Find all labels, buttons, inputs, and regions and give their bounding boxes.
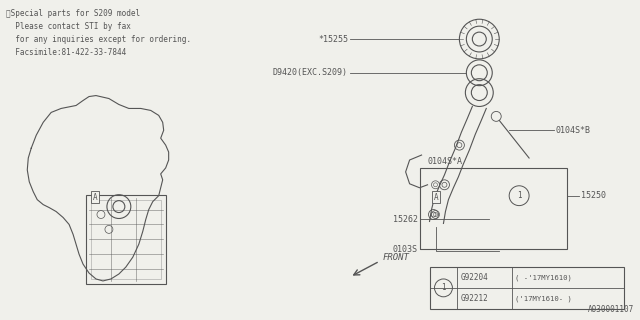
Text: 0104S*B: 0104S*B	[556, 126, 591, 135]
Text: 15262: 15262	[392, 215, 417, 224]
Text: 1: 1	[441, 284, 446, 292]
Text: ('17MY1610- ): ('17MY1610- )	[515, 295, 572, 301]
Text: for any inquiries except for ordering.: for any inquiries except for ordering.	[6, 35, 191, 44]
Text: FRONT: FRONT	[383, 253, 410, 262]
Bar	[429, 267, 623, 309]
Text: 1: 1	[517, 191, 522, 200]
Text: *15255: *15255	[318, 35, 348, 44]
Text: A030001107: A030001107	[588, 305, 634, 314]
Text: 15250: 15250	[581, 191, 606, 200]
Bar	[420, 168, 567, 249]
Text: A: A	[433, 193, 438, 202]
Text: G92212: G92212	[460, 294, 488, 303]
Text: A: A	[93, 193, 98, 202]
Text: ※Special parts for S209 model: ※Special parts for S209 model	[6, 9, 141, 18]
Text: G92204: G92204	[460, 273, 488, 282]
Text: 0104S*A: 0104S*A	[428, 157, 463, 166]
Text: 0103S: 0103S	[392, 245, 417, 254]
Text: Facsimile:81-422-33-7844: Facsimile:81-422-33-7844	[6, 48, 127, 57]
Text: ( -'17MY1610): ( -'17MY1610)	[515, 274, 572, 281]
Bar	[86, 195, 166, 284]
Text: Please contact STI by fax: Please contact STI by fax	[6, 22, 131, 31]
Text: D9420(EXC.S209): D9420(EXC.S209)	[273, 68, 348, 77]
